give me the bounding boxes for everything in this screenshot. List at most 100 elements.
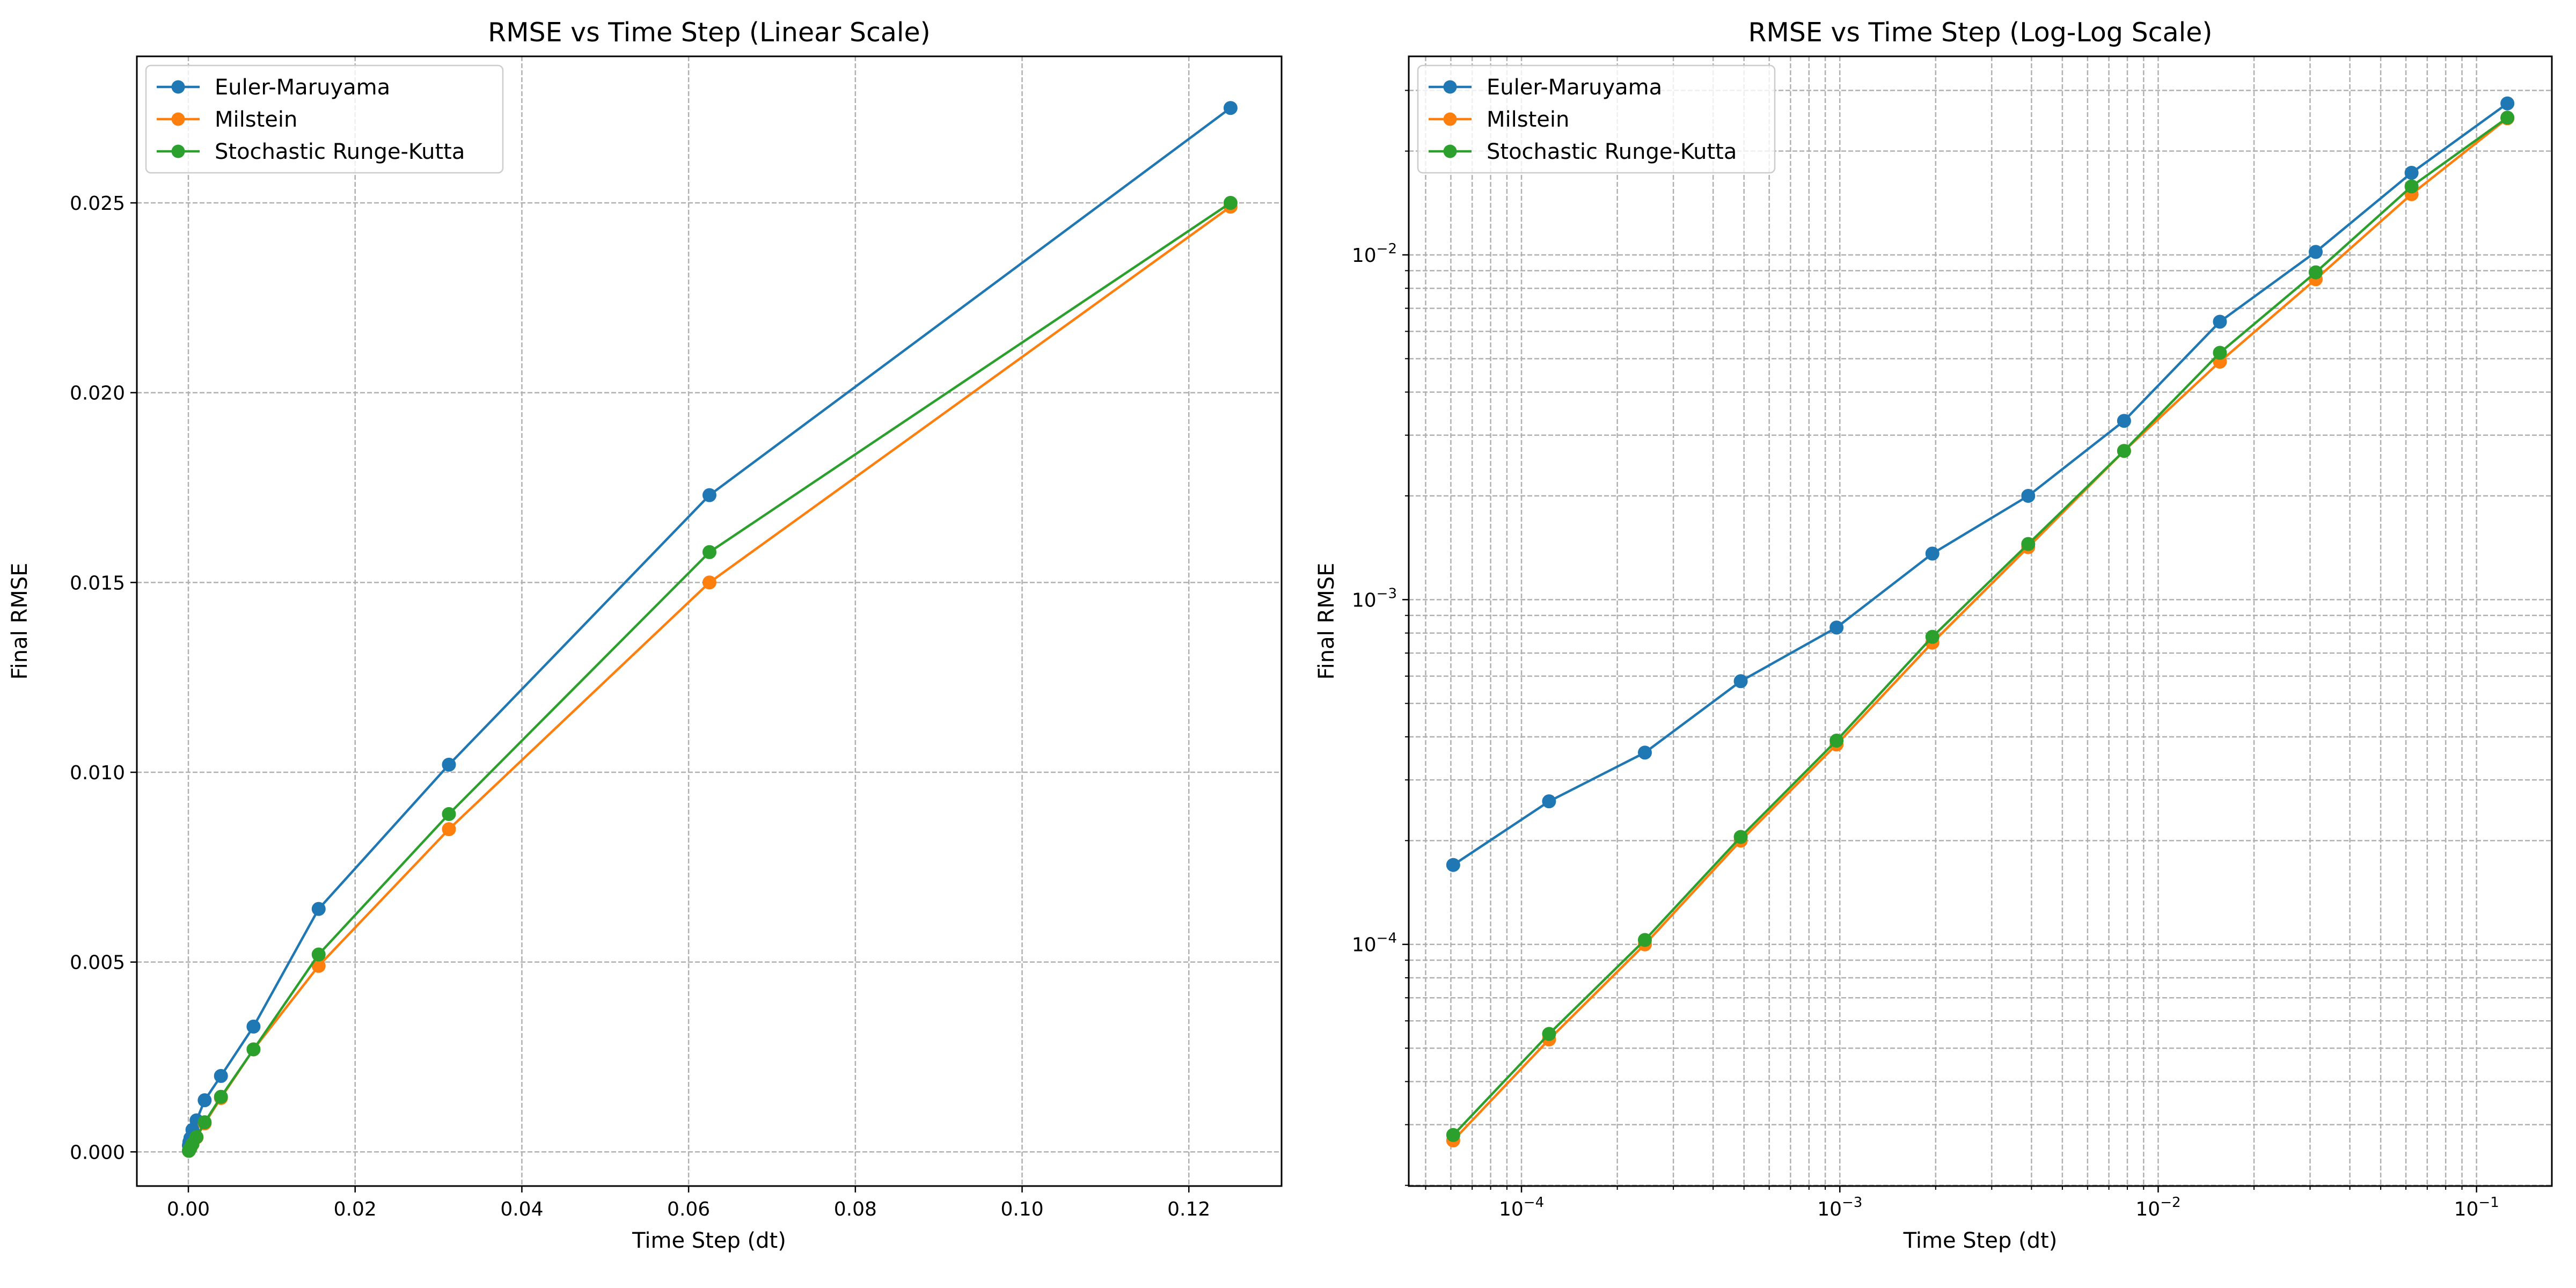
- data-point: [1223, 196, 1238, 210]
- y-tick-label: 0.020: [70, 383, 125, 405]
- data-point: [311, 947, 326, 962]
- y-tick-label: 0.010: [70, 762, 125, 784]
- legend-label: Milstein: [1487, 107, 1569, 132]
- legend-label: Milstein: [215, 107, 297, 132]
- data-point: [1446, 858, 1460, 872]
- data-point: [1542, 794, 1556, 809]
- legend-marker: [171, 80, 185, 94]
- data-point: [2213, 314, 2227, 329]
- y-tick-label: 0.005: [70, 952, 125, 974]
- x-tick-label: 0.12: [1167, 1198, 1210, 1220]
- legend-frame: [145, 64, 504, 174]
- legend-marker: [1443, 80, 1457, 94]
- data-point: [1925, 546, 1940, 561]
- y-tick-label: 0.025: [70, 193, 125, 215]
- data-point: [2500, 96, 2515, 111]
- legend-marker: [171, 144, 185, 158]
- axes-frame: [1408, 55, 2553, 1187]
- series-milstein: [181, 200, 1238, 1158]
- x-tick-label: 0.10: [1000, 1198, 1043, 1220]
- x-tick-label: 0.00: [167, 1198, 210, 1220]
- data-point: [214, 1089, 228, 1104]
- legend-label: Stochastic Runge-Kutta: [1487, 140, 1737, 164]
- data-point: [246, 1019, 261, 1034]
- panel-1: 0.00 0.02 0.04 0.06 0.08 0.10 0.12 0.000 0.005 0.…: [8, 17, 1283, 1253]
- x-tick-label: 10−1: [2454, 1195, 2499, 1220]
- series-line: [187, 107, 1232, 1146]
- data-point: [1733, 830, 1748, 844]
- x-tick-label: 0.02: [334, 1198, 377, 1220]
- data-point: [2117, 414, 2131, 428]
- data-point: [1446, 1128, 1460, 1142]
- series-line: [187, 206, 1232, 1152]
- y-tick-label: 10−3: [1352, 586, 1397, 611]
- data-point: [2213, 346, 2227, 360]
- chart-title: RMSE vs Time Step (Linear Scale): [488, 17, 931, 48]
- legend-marker: [171, 112, 185, 126]
- legend-marker: [1443, 144, 1457, 158]
- data-point: [197, 1093, 212, 1108]
- data-point: [702, 575, 716, 590]
- data-point: [311, 902, 326, 916]
- y-axis-label: Final RMSE: [1314, 563, 1339, 680]
- data-point: [2309, 245, 2323, 259]
- series-stochastic-runge-kutta: [181, 196, 1238, 1158]
- data-point: [2117, 444, 2131, 458]
- data-point: [197, 1115, 212, 1130]
- data-point: [2309, 265, 2323, 280]
- legend-label: Euler-Maruyama: [1487, 75, 1662, 100]
- data-point: [1925, 630, 1940, 644]
- series-euler-maruyama: [181, 101, 1238, 1153]
- data-point: [1829, 620, 1844, 635]
- panel-2: 10−4 10−3 10−2 10−1 10−4 10−3 10−2 RMSE vs Time…: [1314, 17, 2553, 1253]
- data-point: [181, 1144, 196, 1158]
- x-tick-label: 10−2: [2135, 1195, 2180, 1220]
- x-tick-label: 0.04: [500, 1198, 543, 1220]
- data-point: [1638, 745, 1652, 760]
- axes-frame: [136, 55, 1283, 1187]
- legend-label: Euler-Maruyama: [215, 75, 390, 100]
- series-stochastic-runge-kutta: [1446, 111, 2515, 1142]
- legend-label: Stochastic Runge-Kutta: [215, 140, 465, 164]
- data-point: [1733, 674, 1748, 689]
- series-line: [1452, 116, 2508, 1136]
- y-tick-label: 10−2: [1352, 241, 1397, 267]
- legend-marker: [1443, 112, 1457, 126]
- data-point: [1223, 101, 1238, 115]
- legend: Euler-Maruyama Milstein Stochastic Runge-K…: [145, 64, 504, 174]
- y-tick-label: 0.000: [70, 1141, 125, 1163]
- data-point: [442, 822, 456, 837]
- data-point: [2500, 111, 2515, 125]
- series-line: [1452, 117, 2508, 1141]
- series-euler-maruyama: [1446, 96, 2515, 872]
- series-milstein: [1446, 111, 2515, 1148]
- data-point: [2404, 166, 2419, 180]
- y-axis-label: Final RMSE: [8, 563, 32, 680]
- x-tick-label: 0.06: [667, 1198, 710, 1220]
- data-point: [2021, 488, 2036, 503]
- x-tick-label: 10−3: [1817, 1195, 1862, 1220]
- legend-frame: [1417, 64, 1776, 174]
- series-line: [1452, 102, 2508, 866]
- data-point: [246, 1042, 261, 1057]
- y-tick-label: 10−4: [1352, 931, 1397, 956]
- data-point: [1542, 1027, 1556, 1041]
- data-point: [2404, 179, 2419, 194]
- x-tick-label: 0.08: [834, 1198, 877, 1220]
- data-point: [1829, 734, 1844, 748]
- minor-grid: [1405, 56, 2552, 1190]
- y-tick-label: 0.015: [70, 572, 125, 594]
- data-point: [442, 807, 456, 821]
- data-point: [214, 1069, 228, 1083]
- x-axis-label: Time Step (dt): [632, 1228, 786, 1253]
- x-tick-label: 10−4: [1499, 1195, 1544, 1220]
- data-point: [442, 757, 456, 772]
- data-point: [1638, 933, 1652, 947]
- data-point: [2021, 537, 2036, 551]
- x-axis-label: Time Step (dt): [1903, 1228, 2058, 1253]
- data-point: [702, 545, 716, 559]
- chart-title: RMSE vs Time Step (Log-Log Scale): [1748, 17, 2212, 48]
- data-point: [702, 488, 716, 502]
- legend: Euler-Maruyama Milstein Stochastic Runge-K…: [1417, 64, 1776, 174]
